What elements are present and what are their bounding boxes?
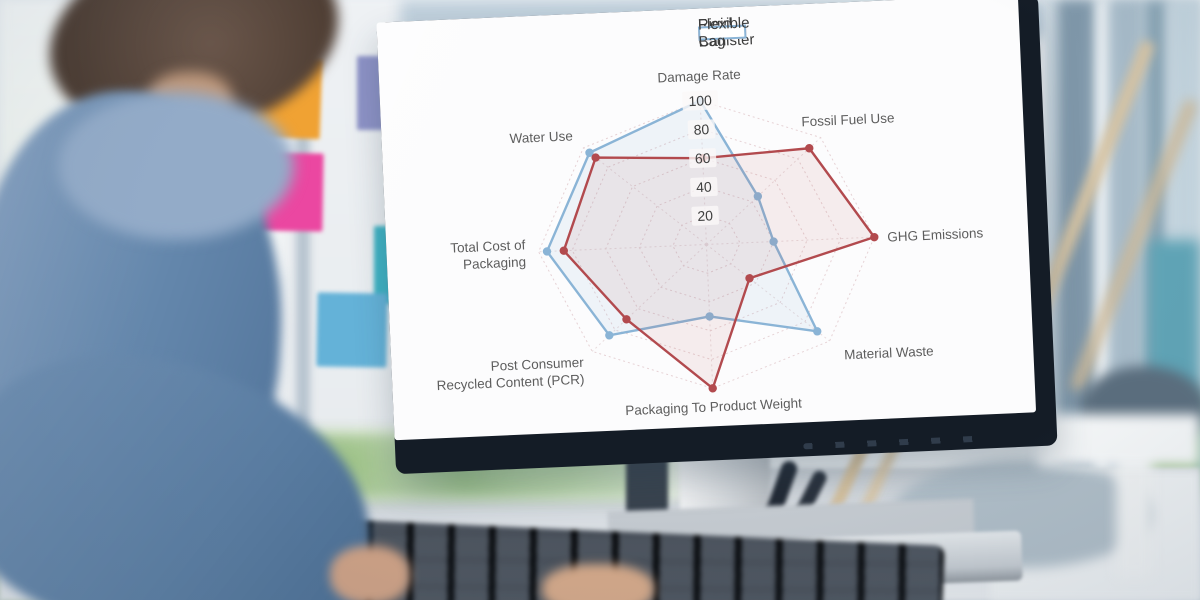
monitor: Rigid Canister Flexible Bag 20 40 60 80 100 D…	[376, 0, 1058, 475]
svg-text:GHG Emissions: GHG Emissions	[887, 225, 984, 244]
svg-text:Recycled Content (PCR): Recycled Content (PCR)	[436, 372, 584, 393]
bezel-ports	[803, 435, 994, 450]
data-point	[805, 144, 814, 153]
data-point	[605, 331, 614, 340]
side-table	[1038, 414, 1200, 466]
series-rigid-canister	[559, 144, 879, 393]
data-point	[559, 246, 568, 255]
data-point	[745, 274, 754, 283]
svg-text:Fossil Fuel Use: Fossil Fuel Use	[801, 110, 895, 129]
data-point	[622, 315, 631, 324]
screen: Rigid Canister Flexible Bag 20 40 60 80 100 D…	[376, 0, 1037, 441]
svg-text:40: 40	[696, 179, 712, 196]
data-point	[708, 384, 717, 393]
radar-chart: 20 40 60 80 100 Damage Rate Fossil Fuel Use GHG…	[436, 67, 984, 418]
svg-text:Total Cost of: Total Cost of	[450, 237, 526, 255]
radial-tick-labels: 20 40 60 80 100	[682, 90, 720, 226]
data-point	[705, 312, 714, 321]
svg-text:Packaging: Packaging	[463, 254, 527, 272]
data-point	[591, 153, 600, 162]
svg-text:20: 20	[697, 207, 713, 224]
svg-text:Material Waste: Material Waste	[844, 343, 934, 362]
sticky-note-blue	[316, 292, 388, 368]
data-point	[542, 247, 552, 256]
axis-labels: Damage Rate Fossil Fuel Use GHG Emissions M…	[436, 67, 984, 418]
left-hand	[330, 546, 410, 600]
svg-text:Post Consumer: Post Consumer	[490, 355, 584, 374]
data-point	[769, 237, 778, 246]
svg-text:100: 100	[688, 92, 712, 109]
data-point	[753, 192, 763, 201]
person-shoulder-highlight	[58, 92, 294, 240]
svg-text:Water Use: Water Use	[509, 128, 573, 146]
window-mullion	[1098, 0, 1110, 480]
data-point	[585, 148, 594, 157]
svg-text:80: 80	[693, 121, 709, 138]
data-point	[813, 327, 822, 336]
data-point	[870, 232, 879, 242]
svg-text:60: 60	[695, 150, 711, 167]
svg-text:Packaging To Product Weight: Packaging To Product Weight	[625, 395, 802, 418]
right-hand	[542, 564, 654, 600]
svg-text:Damage Rate: Damage Rate	[657, 67, 741, 86]
